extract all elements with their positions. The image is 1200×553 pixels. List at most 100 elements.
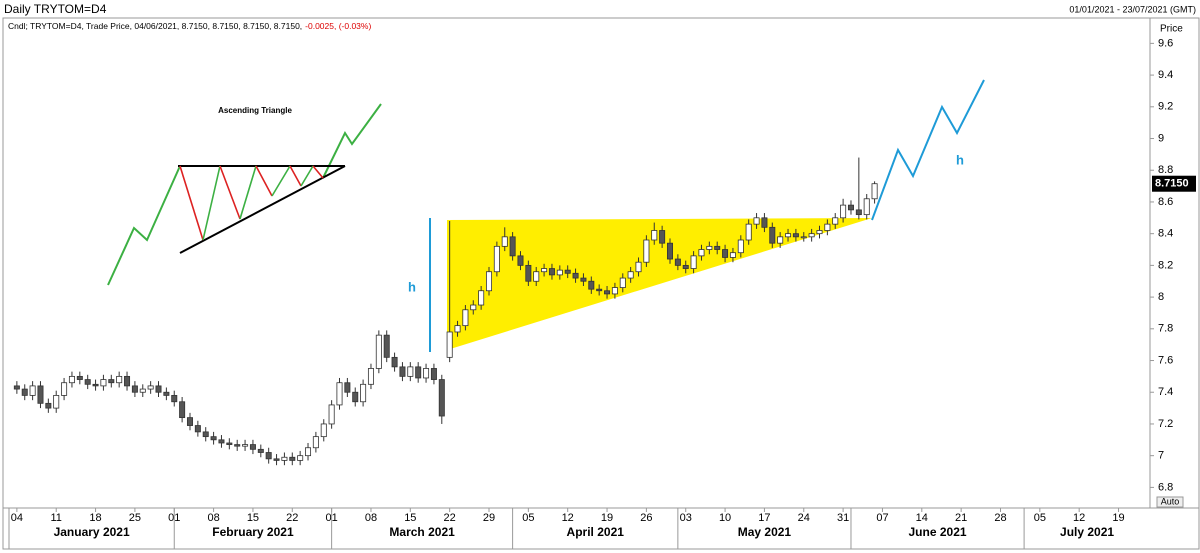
candle-body <box>462 309 469 327</box>
month-label: July 2021 <box>1060 525 1114 539</box>
candle-body <box>847 204 854 211</box>
candle-body <box>116 375 123 384</box>
candle-body <box>218 439 225 444</box>
month-label: March 2021 <box>389 525 455 539</box>
y-tick-label: 7 <box>1158 450 1164 462</box>
y-tick-label: 7.4 <box>1158 386 1173 398</box>
candles <box>13 157 878 466</box>
candle-body <box>470 304 477 311</box>
candle-body <box>785 233 792 238</box>
candle-body <box>360 383 367 403</box>
candle-body <box>714 245 721 250</box>
x-tick-label: 17 <box>758 512 770 524</box>
candle-body <box>635 261 642 273</box>
candle-body <box>100 379 107 387</box>
legend-text: Cndl; TRYTOM=D4, Trade Price, 04/06/2021… <box>8 21 302 31</box>
candle-body <box>832 217 839 225</box>
candle-body <box>572 272 579 279</box>
candle-body <box>312 436 319 449</box>
candle-body <box>305 447 312 457</box>
x-tick-label: 07 <box>876 512 888 524</box>
candle-body <box>147 385 154 390</box>
projection-line <box>871 79 985 221</box>
month-label: January 2021 <box>54 525 130 539</box>
y-tick-label: 8.8 <box>1158 164 1173 176</box>
candle-body <box>808 233 815 238</box>
y-tick-label: 9.2 <box>1158 101 1173 113</box>
legend-change: -0.0025, (-0.03%) <box>305 21 371 31</box>
month-label: April 2021 <box>567 525 625 539</box>
candle-body <box>548 268 555 276</box>
legend: Cndl; TRYTOM=D4, Trade Price, 04/06/2021… <box>8 21 371 31</box>
candle-body <box>13 385 20 390</box>
candle-body <box>21 388 28 396</box>
candle-body <box>163 391 170 396</box>
candle-body <box>399 366 406 377</box>
candle-body <box>391 356 398 368</box>
y-tick-label: 9.4 <box>1158 69 1173 81</box>
x-tick-label: 25 <box>129 512 141 524</box>
candle-body <box>139 388 146 393</box>
height-label: h <box>956 152 964 167</box>
candle-body <box>604 290 611 295</box>
candle-body <box>367 368 374 385</box>
x-tick-label: 08 <box>365 512 377 524</box>
x-tick-label: 24 <box>798 512 810 524</box>
candle-body <box>737 239 744 254</box>
x-tick-label: 31 <box>837 512 849 524</box>
candle-body <box>76 375 83 380</box>
auto-button-label[interactable]: Auto <box>1161 496 1180 506</box>
candle-body <box>265 452 272 460</box>
candle-body <box>430 368 437 380</box>
candle-body <box>407 366 414 377</box>
candle-body <box>863 198 870 216</box>
triangle-highlight <box>447 218 872 350</box>
candle-body <box>375 334 382 369</box>
candle-body <box>92 383 99 387</box>
candle-body <box>186 417 193 426</box>
candle-body <box>257 448 264 453</box>
x-tick-label: 12 <box>562 512 574 524</box>
y-tick-label: 8.6 <box>1158 196 1173 208</box>
pattern-label: Ascending Triangle <box>218 106 292 115</box>
candle-body <box>800 236 807 239</box>
x-tick-label: 03 <box>680 512 692 524</box>
candle-body <box>320 423 327 438</box>
month-label: May 2021 <box>738 525 792 539</box>
x-tick-label: 14 <box>916 512 928 524</box>
x-tick-label: 05 <box>1034 512 1046 524</box>
candle-body <box>438 379 445 417</box>
candle-body <box>493 245 500 273</box>
date-range: 01/01/2021 - 23/07/2021 (GMT) <box>1069 4 1196 14</box>
candle-body <box>706 245 713 250</box>
candle-body <box>446 331 453 358</box>
x-tick-label: 21 <box>955 512 967 524</box>
candle-body <box>289 456 296 461</box>
candle-body <box>564 269 571 274</box>
x-tick-label: 18 <box>89 512 101 524</box>
y-axis-label: Price <box>1160 24 1183 35</box>
x-tick-label: 05 <box>522 512 534 524</box>
candle-body <box>769 226 776 244</box>
candle-body <box>281 456 288 461</box>
candle-body <box>651 230 658 241</box>
candle-body <box>328 404 335 425</box>
candle-body <box>792 233 799 238</box>
candle-body <box>533 271 540 282</box>
candle-body <box>242 444 249 447</box>
candle-body <box>226 442 233 445</box>
y-tick-label: 8.4 <box>1158 228 1173 240</box>
candle-body <box>108 379 115 384</box>
candle-body <box>698 249 705 257</box>
auto-button[interactable] <box>1156 496 1184 508</box>
candle-body <box>682 264 689 269</box>
y-tick-label: 8 <box>1158 291 1164 303</box>
x-tick-label: 22 <box>286 512 298 524</box>
candle-body <box>588 280 595 290</box>
candle-body <box>722 249 729 258</box>
candle-body <box>690 255 697 269</box>
candle-body <box>871 183 878 200</box>
x-tick-label: 10 <box>719 512 731 524</box>
month-label: February 2021 <box>212 525 294 539</box>
x-tick-label: 04 <box>11 512 23 524</box>
